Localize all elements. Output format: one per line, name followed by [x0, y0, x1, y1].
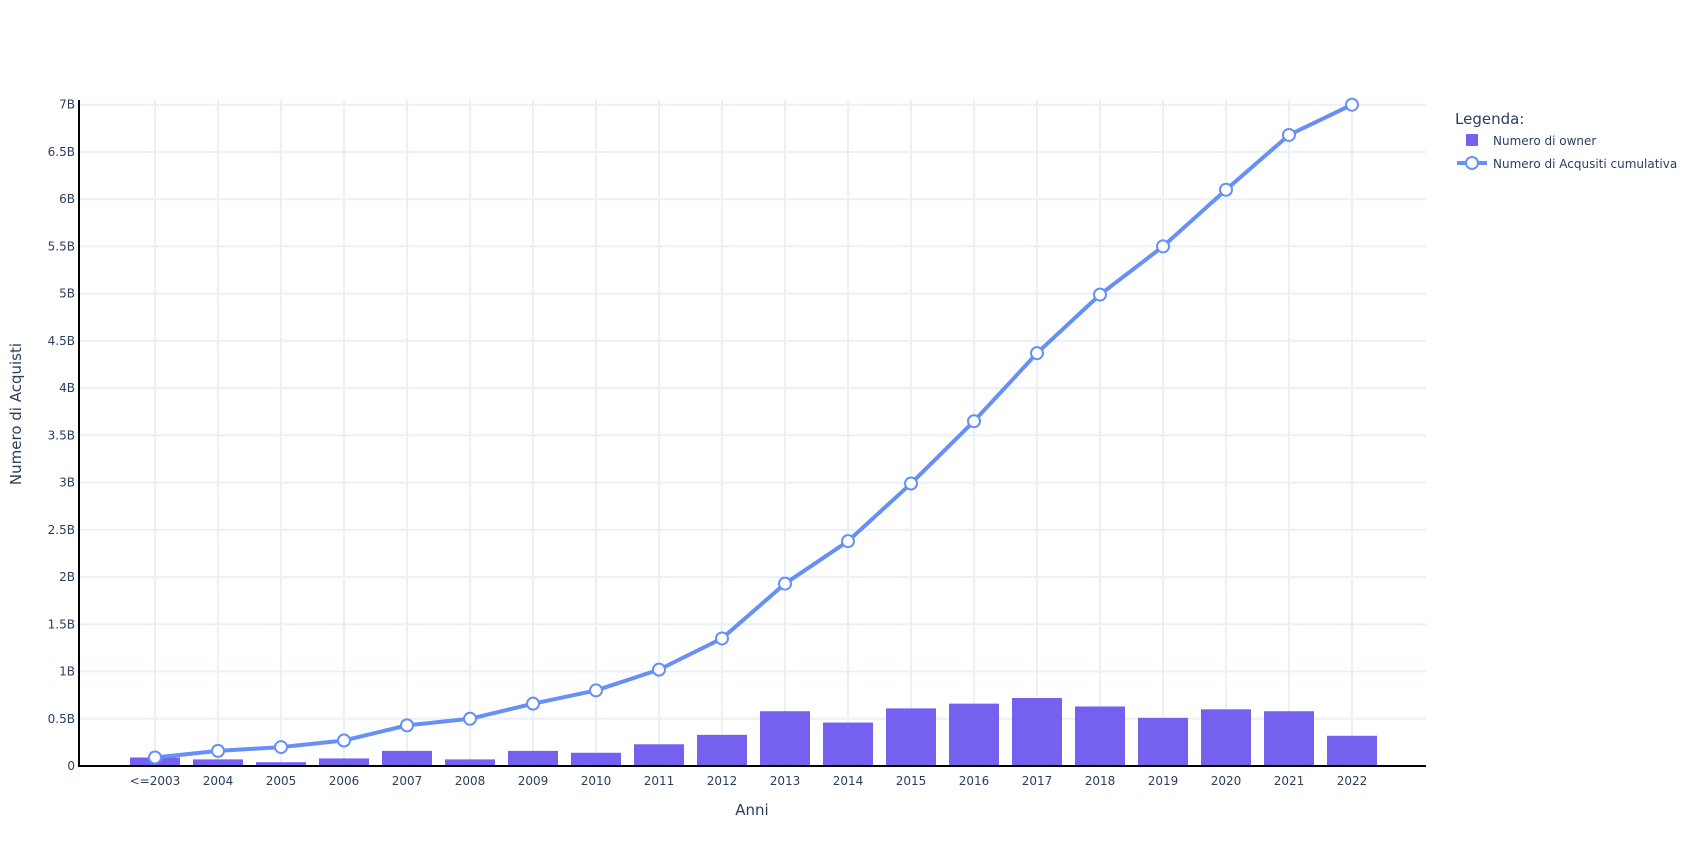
line-point[interactable]: [274, 740, 288, 755]
bar[interactable]: [319, 758, 369, 766]
line-point[interactable]: [589, 683, 603, 698]
bar[interactable]: [1327, 735, 1377, 766]
grid: [79, 100, 1426, 766]
y-tick-label: 1B: [59, 665, 75, 679]
bar[interactable]: [697, 734, 747, 766]
line-point[interactable]: [463, 711, 477, 726]
tick-labels: 0 0.5B 1B 1.5B 2B 2.5B 3B 3.5B 4B 4.5B 5B 5.5B 6B 6.5…: [48, 98, 1368, 788]
bar[interactable]: [634, 744, 684, 766]
y-axis-title: Numero di Acquisti: [7, 343, 25, 485]
x-tick-label: 2015: [896, 774, 927, 788]
legend-title: Legenda:: [1455, 110, 1524, 128]
line-point[interactable]: [1345, 97, 1359, 112]
legend-label-owner: Numero di owner: [1493, 134, 1596, 148]
y-tick-label: 4.5B: [48, 334, 75, 348]
x-tick-label: 2008: [455, 774, 486, 788]
bars: [130, 697, 1377, 766]
bar[interactable]: [571, 752, 621, 766]
x-tick-label: 2014: [833, 774, 864, 788]
x-tick-label: 2020: [1211, 774, 1242, 788]
line-point[interactable]: [967, 414, 981, 429]
y-tick-label: 2.5B: [48, 523, 75, 537]
y-tick-label: 0: [67, 759, 75, 773]
line-point[interactable]: [1219, 182, 1233, 197]
line-point[interactable]: [652, 662, 666, 677]
line-point[interactable]: [1156, 239, 1170, 254]
line-point[interactable]: [400, 718, 414, 733]
x-axis-title: Anni: [735, 801, 768, 819]
x-tick-label: 2004: [203, 774, 234, 788]
legend-label-cumulative: Numero di Acqusiti cumulativa: [1493, 157, 1677, 171]
x-tick-label: 2013: [770, 774, 801, 788]
line-point[interactable]: [1030, 346, 1044, 361]
series-line: [154, 102, 1353, 760]
x-tick-label: 2006: [329, 774, 360, 788]
bar[interactable]: [508, 750, 558, 766]
line-point[interactable]: [337, 733, 351, 748]
line-point[interactable]: [148, 750, 162, 765]
cumulative-line: [148, 97, 1359, 765]
y-tick-label: 4B: [59, 381, 75, 395]
line-point[interactable]: [1093, 287, 1107, 302]
bar[interactable]: [1201, 709, 1251, 766]
x-tick-label: 2019: [1148, 774, 1179, 788]
axes: [78, 100, 1426, 767]
bar[interactable]: [193, 759, 243, 766]
bar[interactable]: [382, 750, 432, 766]
y-tick-label: 1.5B: [48, 617, 75, 631]
x-tick-label: 2011: [644, 774, 675, 788]
x-tick-label: 2005: [266, 774, 297, 788]
bar[interactable]: [445, 759, 495, 766]
legend-swatch-marker: [1465, 156, 1479, 170]
bar[interactable]: [886, 708, 936, 766]
x-tick-label: 2007: [392, 774, 423, 788]
y-tick-label: 5.5B: [48, 239, 75, 253]
y-tick-label: 2B: [59, 570, 75, 584]
bar[interactable]: [256, 762, 306, 766]
bar[interactable]: [1012, 697, 1062, 766]
line-point[interactable]: [211, 743, 225, 758]
line-point[interactable]: [904, 476, 918, 491]
line-point[interactable]: [1282, 127, 1296, 142]
x-tick-label: 2016: [959, 774, 990, 788]
x-tick-label: <=2003: [130, 774, 181, 788]
line-point[interactable]: [778, 576, 792, 591]
x-tick-label: 2022: [1337, 774, 1368, 788]
legend-item-owner[interactable]: Numero di owner: [1466, 134, 1596, 148]
bar[interactable]: [1264, 711, 1314, 766]
y-tick-label: 5B: [59, 287, 75, 301]
y-tick-label: 3.5B: [48, 428, 75, 442]
legend-swatch-bar: [1466, 134, 1478, 146]
bar[interactable]: [823, 722, 873, 766]
line-point[interactable]: [715, 631, 729, 646]
y-tick-label: 0.5B: [48, 712, 75, 726]
bar[interactable]: [1138, 717, 1188, 766]
legend: Legenda: Numero di owner Numero di Acqus…: [1455, 110, 1677, 171]
y-tick-label: 6.5B: [48, 145, 75, 159]
y-tick-label: 6B: [59, 192, 75, 206]
x-tick-label: 2012: [707, 774, 738, 788]
line-point[interactable]: [841, 534, 855, 549]
x-tick-label: 2017: [1022, 774, 1053, 788]
x-tick-label: 2018: [1085, 774, 1116, 788]
x-tick-label: 2021: [1274, 774, 1305, 788]
legend-item-cumulative[interactable]: Numero di Acqusiti cumulativa: [1457, 156, 1677, 171]
x-tick-label: 2009: [518, 774, 549, 788]
x-tick-label: 2010: [581, 774, 612, 788]
bar[interactable]: [949, 703, 999, 766]
y-tick-label: 3B: [59, 476, 75, 490]
bar[interactable]: [1075, 706, 1125, 766]
bar[interactable]: [760, 711, 810, 766]
y-tick-label: 7B: [59, 98, 75, 112]
line-point[interactable]: [526, 696, 540, 711]
